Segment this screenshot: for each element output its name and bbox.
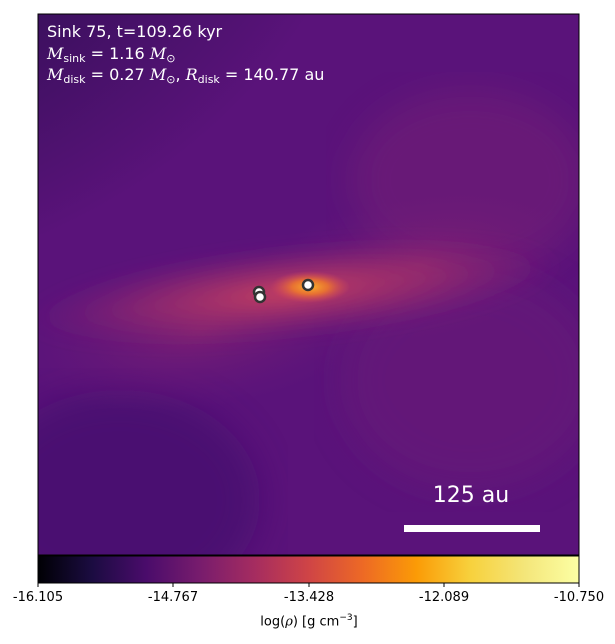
colorbar-tick: -14.767 bbox=[147, 590, 199, 605]
sink-title: Sink 75, t=109.26 kyr bbox=[47, 22, 223, 41]
sink-mass-line: Msink = 1.16 M⊙ bbox=[47, 44, 176, 65]
colorbar-tick: -10.750 bbox=[553, 590, 605, 605]
scale-bar bbox=[404, 525, 540, 532]
density-panel bbox=[38, 14, 579, 555]
colorbar-tick: -12.089 bbox=[418, 590, 470, 605]
colorbar-tick: -16.105 bbox=[12, 590, 64, 605]
sink-particle bbox=[253, 290, 267, 304]
sink-particle bbox=[301, 278, 315, 292]
disk-line: Mdisk = 0.27 M⊙, Rdisk = 140.77 au bbox=[47, 65, 325, 86]
colorbar-tick: -13.428 bbox=[283, 590, 335, 605]
scale-bar-label: 125 au bbox=[432, 483, 510, 508]
colorbar-label: log(ρ) [g cm−3] bbox=[260, 613, 358, 630]
colorbar bbox=[37, 555, 580, 584]
